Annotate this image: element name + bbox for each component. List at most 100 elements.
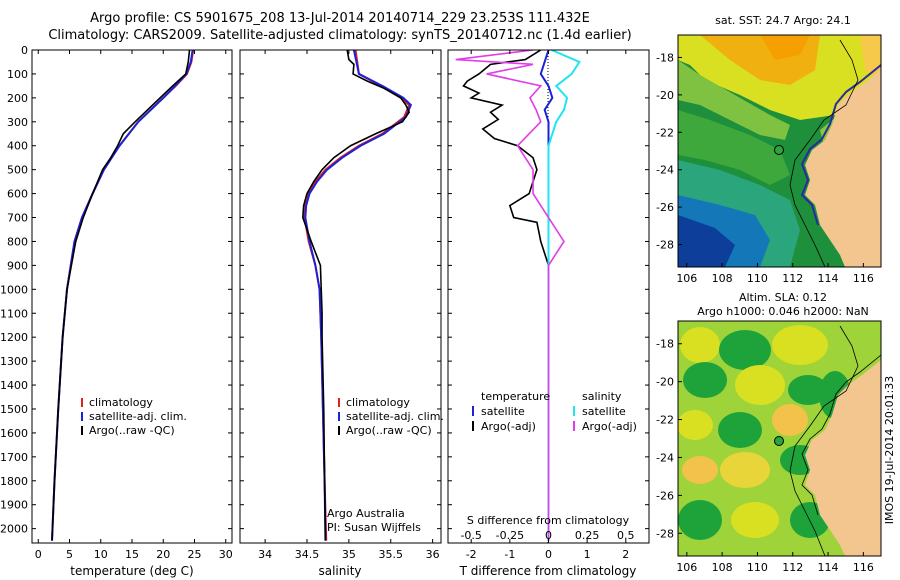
x-tick-label: 34 xyxy=(258,548,272,561)
x-tick-label: 35 xyxy=(342,548,356,561)
difference-legend: temperature satellite Argo(-adj) salinit… xyxy=(472,390,637,433)
x-tick-label: 10 xyxy=(94,548,108,561)
map-x-tick-label: 114 xyxy=(818,561,839,574)
series-line-argo-raw-qc- xyxy=(51,50,191,541)
depth-tick-label: 500 xyxy=(7,164,28,177)
depth-tick-label: 300 xyxy=(7,116,28,129)
x-tick-label: 34.5 xyxy=(295,548,320,561)
map-x-tick-label: 110 xyxy=(747,272,768,285)
legend-argo: Argo(..raw -QC) xyxy=(89,424,175,437)
map-x-tick-label: 116 xyxy=(853,272,874,285)
sst-field xyxy=(678,35,881,267)
map-y-tick-label: -22 xyxy=(656,414,674,427)
depth-tick-label: 900 xyxy=(7,259,28,272)
legend-s-satellite: satellite xyxy=(582,405,626,418)
series-line-satellite-adj-clim- xyxy=(51,50,194,541)
legend-climatology: climatology xyxy=(89,396,153,409)
x-tick-label: -1 xyxy=(504,548,515,561)
x-tick-label: 15 xyxy=(125,548,139,561)
map-y-tick-label: -28 xyxy=(656,239,674,252)
map-x-tick-label: 112 xyxy=(782,561,803,574)
argo-location-marker xyxy=(774,436,784,446)
series-line-argo-adj- xyxy=(462,50,550,541)
x-tick-label: 20 xyxy=(156,548,170,561)
temperature-panel: 0100200300400500600700800900100011001200… xyxy=(0,44,649,578)
depth-tick-label: 400 xyxy=(7,140,28,153)
sla-map-title: Altim. SLA: 0.12 xyxy=(739,291,827,304)
annotation-argo-australia: Argo Australia xyxy=(327,507,405,520)
land-mass xyxy=(805,360,881,556)
map-x-tick-label: 108 xyxy=(712,272,733,285)
depth-tick-label: 200 xyxy=(7,92,28,105)
s-tick-label: -0.5 xyxy=(460,529,481,542)
s-tick-label: 0 xyxy=(545,529,552,542)
sst-map-title: sat. SST: 24.7 Argo: 24.1 xyxy=(715,14,851,27)
s-tick-label: -0.25 xyxy=(496,529,524,542)
annotation-pi: PI: Susan Wijffels xyxy=(327,521,421,534)
salinity-xlabel: salinity xyxy=(318,564,361,578)
map-x-tick-label: 114 xyxy=(818,272,839,285)
map-y-tick-label: -26 xyxy=(656,489,674,502)
x-tick-label: 0 xyxy=(35,548,42,561)
series-line-salinity-satellite xyxy=(547,50,581,541)
legend-t-satellite: satellite xyxy=(481,405,525,418)
x-tick-label: -2 xyxy=(466,548,477,561)
legend-satellite: satellite-adj. clim. xyxy=(346,410,444,423)
map-x-tick-label: 112 xyxy=(782,272,803,285)
depth-tick-label: 1200 xyxy=(0,331,28,344)
legend-salinity-heading: salinity xyxy=(582,390,622,403)
depth-tick-label: 1900 xyxy=(0,499,28,512)
legend-t-argo: Argo(-adj) xyxy=(481,420,536,433)
map-y-tick-label: -24 xyxy=(656,451,674,464)
depth-tick-label: 1000 xyxy=(0,283,28,296)
depth-tick-label: 1100 xyxy=(0,307,28,320)
map-x-tick-label: 106 xyxy=(676,272,697,285)
depth-tick-label: 100 xyxy=(7,68,28,81)
depth-tick-label: 1400 xyxy=(0,379,28,392)
map-y-tick-label: -26 xyxy=(656,201,674,214)
series-line-climatology xyxy=(51,50,195,541)
depth-tick-label: 1800 xyxy=(0,475,28,488)
sst-map: sat. SST: 24.7 Argo: 24.1 106 108 110 112 11… xyxy=(656,14,882,285)
depth-tick-label: 600 xyxy=(7,188,28,201)
sla-map-frame xyxy=(677,320,882,557)
depth-tick-label: 1600 xyxy=(0,427,28,440)
figure-title-line1: Argo profile: CS 5901675_208 13-Jul-2014… xyxy=(90,11,590,26)
series-line-argo-raw-qc- xyxy=(302,50,411,541)
difference-panel: -2 -1 0 1 2 S difference from climatology -0… xyxy=(447,49,650,578)
depth-tick-label: 700 xyxy=(7,212,28,225)
map-x-tick-label: 108 xyxy=(712,561,733,574)
map-y-tick-label: -18 xyxy=(656,51,674,64)
s-tick-label: 0.25 xyxy=(575,529,600,542)
sla-field xyxy=(678,321,881,556)
sla-map-subtitle: Argo h1000: 0.046 h2000: NaN xyxy=(697,305,869,318)
legend-satellite: satellite-adj. clim. xyxy=(89,410,187,423)
map-y-tick-label: -20 xyxy=(656,89,674,102)
depth-tick-label: 0 xyxy=(21,44,28,57)
map-y-tick-label: -20 xyxy=(656,376,674,389)
depth-tick-label: 800 xyxy=(7,235,28,248)
map-y-tick-label: -24 xyxy=(656,164,674,177)
map-y-tick-label: -22 xyxy=(656,126,674,139)
map-x-tick-label: 116 xyxy=(853,561,874,574)
sst-map-frame xyxy=(677,34,882,268)
series-line-salinity-argo-adj- xyxy=(455,50,565,541)
land-mass xyxy=(805,70,881,267)
map-x-tick-label: 110 xyxy=(747,561,768,574)
x-tick-label: 25 xyxy=(188,548,202,561)
salinity-axes-frame xyxy=(239,49,442,544)
x-tick-label: 2 xyxy=(622,548,629,561)
figure-title-line2: Climatology: CARS2009. Satellite-adjuste… xyxy=(48,28,632,43)
depth-tick-label: 1500 xyxy=(0,403,28,416)
legend-temperature-heading: temperature xyxy=(481,390,550,403)
depth-tick-label: 2000 xyxy=(0,523,28,536)
series-line-satellite-adj-clim- xyxy=(304,50,413,541)
x-tick-label: 1 xyxy=(584,548,591,561)
legend-climatology: climatology xyxy=(346,396,410,409)
temperature-xlabel: temperature (deg C) xyxy=(70,564,193,578)
salinity-panel: 34 34.5 35 35.5 36 salinity climatology sate… xyxy=(239,49,444,578)
x-tick-label: 0 xyxy=(545,548,552,561)
depth-tick-label: 1700 xyxy=(0,451,28,464)
legend-s-argo: Argo(-adj) xyxy=(582,420,637,433)
